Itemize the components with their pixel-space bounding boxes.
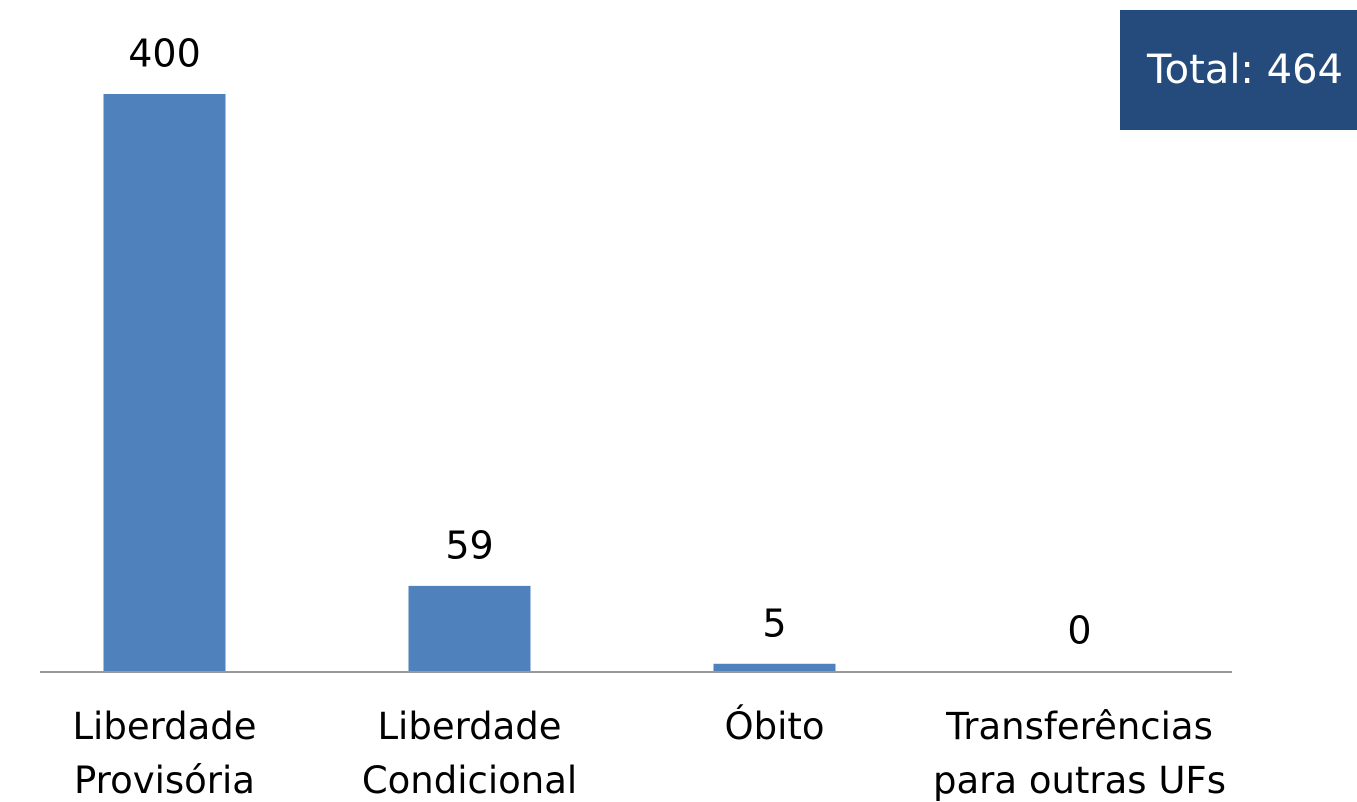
value-label: 0 — [1067, 609, 1091, 653]
bar — [713, 663, 836, 671]
value-label: 5 — [762, 601, 786, 645]
x-tick-label: Óbito — [724, 705, 825, 748]
total-box — [1120, 10, 1357, 130]
x-tick-label: Liberdade Condicional — [361, 705, 578, 802]
value-label: 400 — [128, 32, 201, 76]
bar — [103, 94, 226, 671]
x-tick-label: Transferências para outras UFs — [933, 705, 1226, 802]
value-label: 59 — [445, 523, 493, 567]
bar — [408, 585, 531, 671]
total-annotation: Total: 464 — [1146, 47, 1343, 93]
x-tick-label: Liberdade Provisória — [72, 705, 257, 802]
